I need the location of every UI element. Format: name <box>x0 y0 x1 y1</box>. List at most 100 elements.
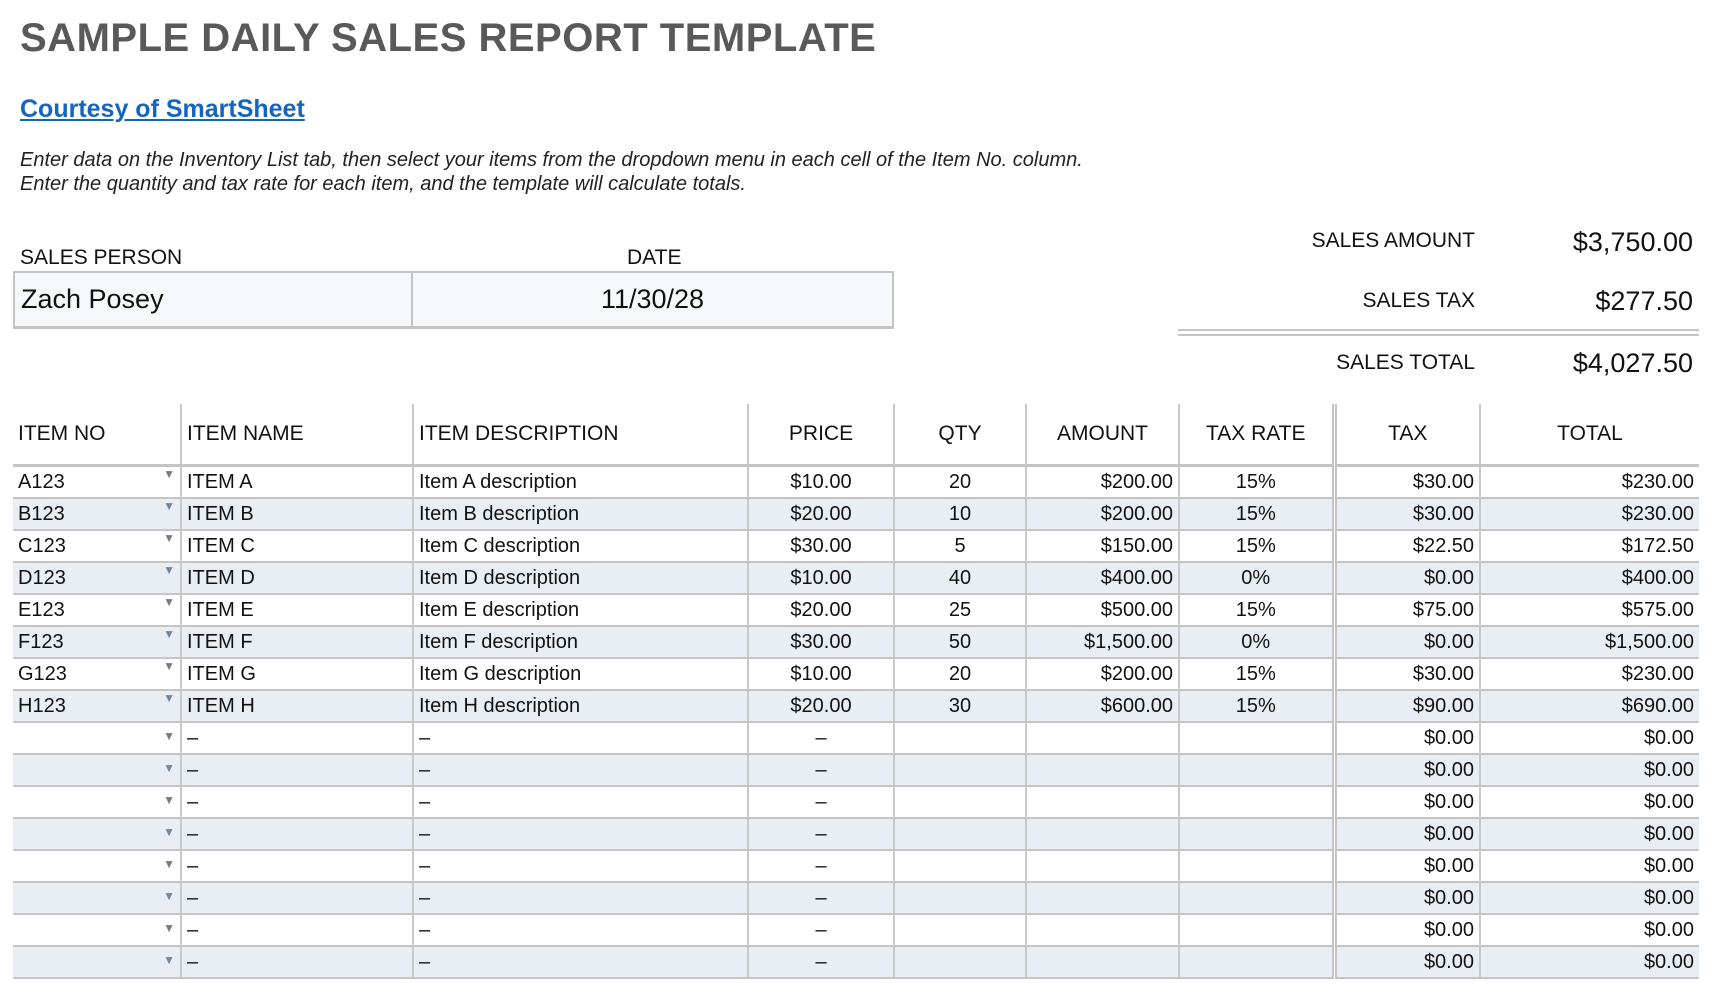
cell-item-description: Item F description <box>412 626 748 659</box>
cell-item-description: Item C description <box>412 530 748 563</box>
cell-tax-rate[interactable]: 15% <box>1178 690 1334 723</box>
sales-tax-label: SALES TAX <box>1362 289 1475 312</box>
cell-item-name: ITEM F <box>180 626 413 659</box>
header-total: TOTAL <box>1479 404 1699 467</box>
cell-item-no[interactable]: ▼ H123 <box>13 690 181 723</box>
cell-tax-rate[interactable] <box>1178 850 1334 883</box>
cell-item-name: – <box>180 882 413 915</box>
dropdown-arrow-icon[interactable]: ▼ <box>163 594 175 609</box>
cell-item-no[interactable]: ▼ <box>13 882 181 915</box>
cell-tax: $0.00 <box>1331 818 1480 851</box>
cell-qty[interactable] <box>893 914 1026 947</box>
dropdown-arrow-icon[interactable]: ▼ <box>163 466 175 481</box>
table-row: ▼ – – – $0.00 $0.00 <box>13 882 1699 915</box>
cell-qty[interactable]: 10 <box>893 498 1026 531</box>
cell-item-name: ITEM B <box>180 498 413 531</box>
cell-item-description: – <box>412 914 748 947</box>
dropdown-arrow-icon[interactable]: ▼ <box>163 530 175 545</box>
smartsheet-link[interactable]: Courtesy of SmartSheet <box>20 95 305 123</box>
cell-qty[interactable] <box>893 722 1026 755</box>
dropdown-arrow-icon[interactable]: ▼ <box>163 889 175 903</box>
cell-qty[interactable]: 30 <box>893 690 1026 723</box>
cell-item-no[interactable]: ▼ A123 <box>13 465 181 499</box>
cell-amount: $200.00 <box>1025 498 1179 531</box>
table-row: ▼ – – – $0.00 $0.00 <box>13 722 1699 755</box>
cell-tax: $30.00 <box>1331 498 1480 531</box>
cell-tax-rate[interactable]: 15% <box>1178 530 1334 563</box>
cell-tax-rate[interactable]: 0% <box>1178 626 1334 659</box>
dropdown-arrow-icon[interactable]: ▼ <box>163 729 175 743</box>
dropdown-arrow-icon[interactable]: ▼ <box>163 921 175 935</box>
cell-total: $0.00 <box>1479 946 1699 979</box>
sales-amount-value: $3,750.00 <box>1572 227 1693 257</box>
cell-item-name: – <box>180 754 413 787</box>
cell-qty[interactable] <box>893 850 1026 883</box>
cell-price: – <box>747 946 894 979</box>
cell-item-no[interactable]: ▼ <box>13 946 181 979</box>
dropdown-arrow-icon[interactable]: ▼ <box>163 793 175 807</box>
cell-tax-rate[interactable] <box>1178 946 1334 979</box>
cell-qty[interactable] <box>893 786 1026 819</box>
dropdown-arrow-icon[interactable]: ▼ <box>163 626 175 641</box>
cell-qty[interactable] <box>893 818 1026 851</box>
cell-tax-rate[interactable] <box>1178 818 1334 851</box>
cell-qty[interactable] <box>893 754 1026 787</box>
cell-item-name: – <box>180 786 413 819</box>
date-field[interactable]: 11/30/28 <box>600 284 705 314</box>
cell-tax: $0.00 <box>1331 722 1480 755</box>
cell-tax: $0.00 <box>1331 626 1480 659</box>
table-row: ▼ G123 ITEM G Item G description $10.00 20 $20… <box>13 658 1699 691</box>
dropdown-arrow-icon[interactable]: ▼ <box>163 690 175 705</box>
cell-item-description: – <box>412 786 748 819</box>
cell-price: $20.00 <box>747 690 894 723</box>
cell-tax-rate[interactable]: 15% <box>1178 498 1334 531</box>
dropdown-arrow-icon[interactable]: ▼ <box>163 953 175 967</box>
cell-amount <box>1025 882 1179 915</box>
cell-item-no[interactable]: ▼ F123 <box>13 626 181 659</box>
dropdown-arrow-icon[interactable]: ▼ <box>163 498 175 513</box>
cell-tax-rate[interactable] <box>1178 786 1334 819</box>
cell-qty[interactable]: 20 <box>893 465 1026 499</box>
cell-item-no[interactable]: ▼ G123 <box>13 658 181 691</box>
cell-tax-rate[interactable] <box>1178 914 1334 947</box>
dropdown-arrow-icon[interactable]: ▼ <box>163 658 175 673</box>
cell-tax-rate[interactable]: 0% <box>1178 562 1334 595</box>
item-no-value: E123 <box>18 598 65 621</box>
dropdown-arrow-icon[interactable]: ▼ <box>163 825 175 839</box>
cell-amount: $600.00 <box>1025 690 1179 723</box>
cell-tax-rate[interactable] <box>1178 754 1334 787</box>
sales-person-field[interactable]: Zach Posey <box>15 273 413 326</box>
cell-item-no[interactable]: ▼ <box>13 914 181 947</box>
cell-item-no[interactable]: ▼ <box>13 818 181 851</box>
dropdown-arrow-icon[interactable]: ▼ <box>163 562 175 577</box>
dropdown-arrow-icon[interactable]: ▼ <box>163 857 175 871</box>
cell-qty[interactable]: 25 <box>893 594 1026 627</box>
cell-item-description: Item B description <box>412 498 748 531</box>
cell-item-no[interactable]: ▼ <box>13 850 181 883</box>
cell-tax-rate[interactable] <box>1178 882 1334 915</box>
cell-qty[interactable]: 20 <box>893 658 1026 691</box>
cell-tax-rate[interactable]: 15% <box>1178 658 1334 691</box>
cell-item-name: ITEM A <box>180 465 413 499</box>
cell-tax-rate[interactable]: 15% <box>1178 594 1334 627</box>
cell-item-no[interactable]: ▼ B123 <box>13 498 181 531</box>
cell-item-no[interactable]: ▼ C123 <box>13 530 181 563</box>
header-item-no: ITEM NO <box>13 404 181 467</box>
cell-qty[interactable]: 5 <box>893 530 1026 563</box>
cell-qty[interactable]: 40 <box>893 562 1026 595</box>
cell-amount <box>1025 946 1179 979</box>
cell-qty[interactable] <box>893 946 1026 979</box>
cell-item-no[interactable]: ▼ D123 <box>13 562 181 595</box>
cell-item-no[interactable]: ▼ <box>13 754 181 787</box>
cell-tax-rate[interactable] <box>1178 722 1334 755</box>
cell-item-description: – <box>412 882 748 915</box>
cell-qty[interactable]: 50 <box>893 626 1026 659</box>
cell-item-no[interactable]: ▼ E123 <box>13 594 181 627</box>
cell-item-no[interactable]: ▼ <box>13 786 181 819</box>
cell-amount <box>1025 818 1179 851</box>
cell-amount: $400.00 <box>1025 562 1179 595</box>
dropdown-arrow-icon[interactable]: ▼ <box>163 761 175 775</box>
cell-tax-rate[interactable]: 15% <box>1178 465 1334 499</box>
cell-qty[interactable] <box>893 882 1026 915</box>
cell-item-no[interactable]: ▼ <box>13 722 181 755</box>
